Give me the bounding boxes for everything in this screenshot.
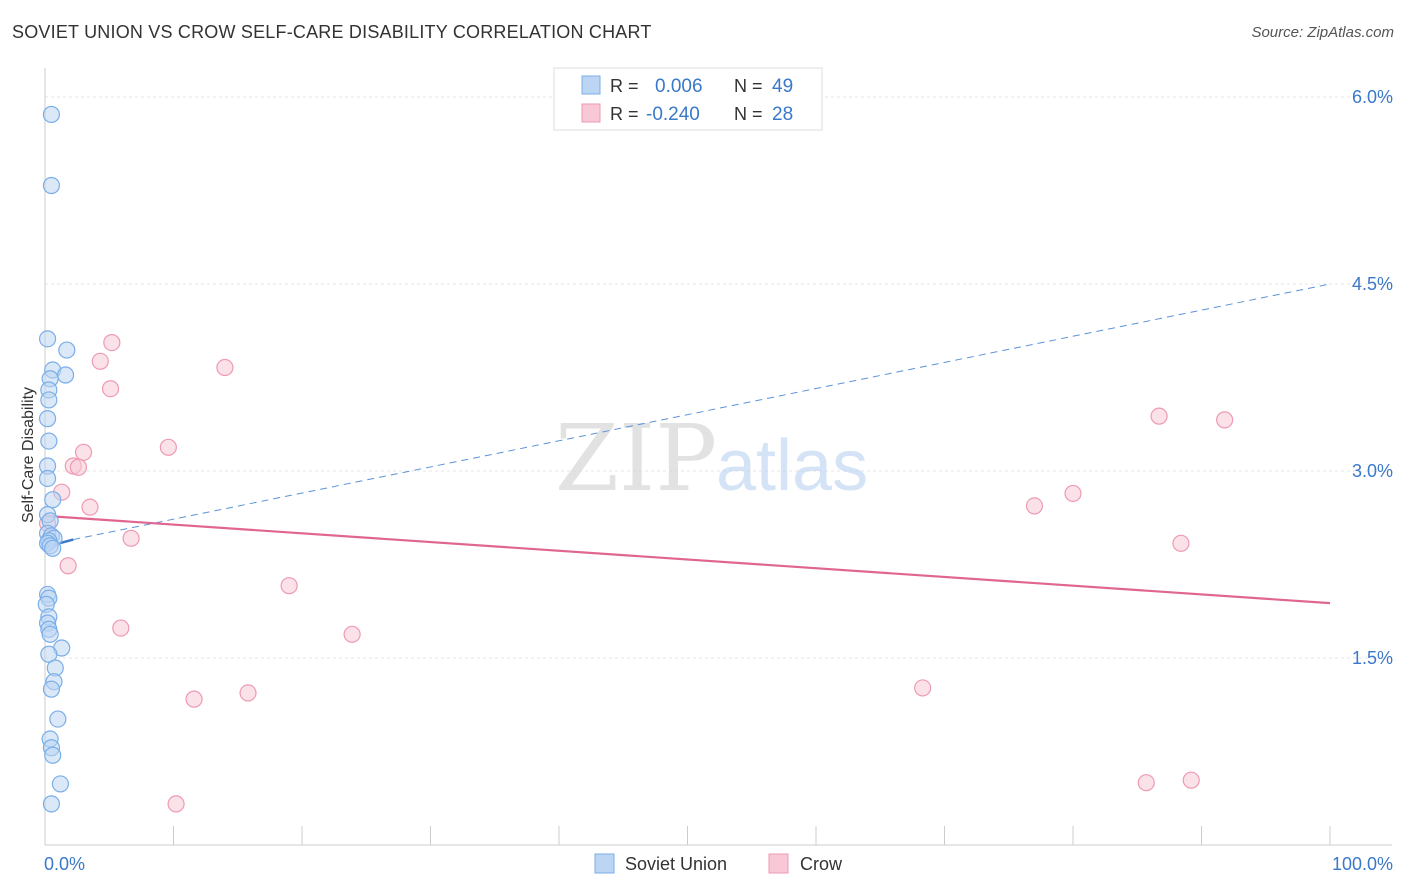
legend-n-value-crow: 28 xyxy=(772,104,793,125)
watermark-atlas: atlas xyxy=(716,426,868,506)
data-point-crow xyxy=(1150,407,1168,425)
trend-line-soviet-extended xyxy=(73,283,1331,541)
data-point-crow xyxy=(343,625,361,643)
data-point-soviet xyxy=(42,105,61,124)
trend-line-crow xyxy=(44,514,1331,605)
data-point-crow xyxy=(81,498,99,516)
legend-r-value-soviet: 0.006 xyxy=(655,76,703,97)
data-point-soviet xyxy=(42,680,61,698)
data-point-crow xyxy=(101,380,120,398)
data-point-crow xyxy=(74,443,93,461)
data-point-crow xyxy=(1182,771,1200,789)
data-point-soviet xyxy=(42,795,61,813)
data-point-crow xyxy=(216,358,234,377)
data-point-crow xyxy=(1216,411,1234,429)
data-point-soviet xyxy=(51,775,70,793)
data-point-crow xyxy=(159,438,177,456)
legend-swatch-soviet xyxy=(581,75,601,95)
data-point-crow xyxy=(122,529,140,547)
x-tick-label: 100.0% xyxy=(1332,854,1393,874)
data-point-crow xyxy=(1172,534,1190,552)
legend-swatch-crow xyxy=(581,103,601,123)
data-point-crow xyxy=(103,333,121,352)
legend-bottom-swatch-soviet xyxy=(594,853,615,874)
data-point-soviet xyxy=(44,491,62,509)
data-point-crow xyxy=(69,458,88,476)
data-point-crow xyxy=(1137,774,1155,792)
legend-r-value-crow: -0.240 xyxy=(646,104,700,125)
data-point-crow xyxy=(914,679,932,697)
watermark-zip: ZIP xyxy=(555,405,717,512)
legend-n-label-soviet: N = xyxy=(734,76,763,96)
legend-r-label-crow: R = xyxy=(610,104,639,124)
data-point-crow xyxy=(112,619,130,637)
axes xyxy=(44,68,1392,846)
legend-bottom-swatch-crow xyxy=(768,853,789,874)
data-point-crow xyxy=(280,577,298,595)
legend-r-label-soviet: R = xyxy=(610,76,639,96)
data-point-crow xyxy=(91,352,109,370)
source-label: Source: ZipAtlas.com xyxy=(1251,24,1394,41)
legend-bottom-label-soviet: Soviet Union xyxy=(625,854,727,874)
data-point-soviet xyxy=(44,746,62,764)
data-point-soviet xyxy=(40,391,58,409)
data-point-soviet xyxy=(40,432,58,450)
y-tick-label: 1.5% xyxy=(1352,648,1393,668)
y-axis-label: Self-Care Disability xyxy=(20,387,37,523)
legend-n-value-soviet: 49 xyxy=(772,76,793,97)
legend-n-label-crow: N = xyxy=(734,104,763,124)
y-tick-label: 3.0% xyxy=(1352,461,1393,481)
legend-top: R = 0.006 N = 49 R = -0.240 N = 28 xyxy=(553,67,823,131)
data-point-crow xyxy=(1025,497,1044,515)
data-point-soviet xyxy=(41,625,59,643)
data-point-soviet xyxy=(42,176,61,195)
data-point-crow xyxy=(1064,484,1082,503)
data-point-crow xyxy=(59,557,77,575)
legend-bottom-label-crow: Crow xyxy=(800,854,843,874)
x-tick-label: 0.0% xyxy=(44,854,85,874)
data-point-soviet xyxy=(49,710,67,728)
data-point-soviet xyxy=(38,469,57,488)
data-point-soviet xyxy=(44,539,62,557)
legend-bottom: Soviet Union Crow xyxy=(594,853,843,874)
data-point-soviet xyxy=(38,410,57,428)
chart-title: SOVIET UNION VS CROW SELF-CARE DISABILIT… xyxy=(12,22,652,42)
y-tick-label: 6.0% xyxy=(1352,87,1393,107)
data-point-soviet xyxy=(58,341,76,359)
data-points xyxy=(37,105,1234,813)
data-point-soviet xyxy=(38,330,57,348)
data-point-crow xyxy=(167,795,185,813)
data-point-crow xyxy=(239,684,257,702)
data-point-soviet xyxy=(56,366,75,384)
data-point-crow xyxy=(185,690,203,708)
y-tick-label: 4.5% xyxy=(1352,274,1393,294)
tick-labels: 1.5% 3.0% 4.5% 6.0% 0.0% 100.0% xyxy=(44,87,1393,874)
grid-lines xyxy=(45,96,1392,659)
